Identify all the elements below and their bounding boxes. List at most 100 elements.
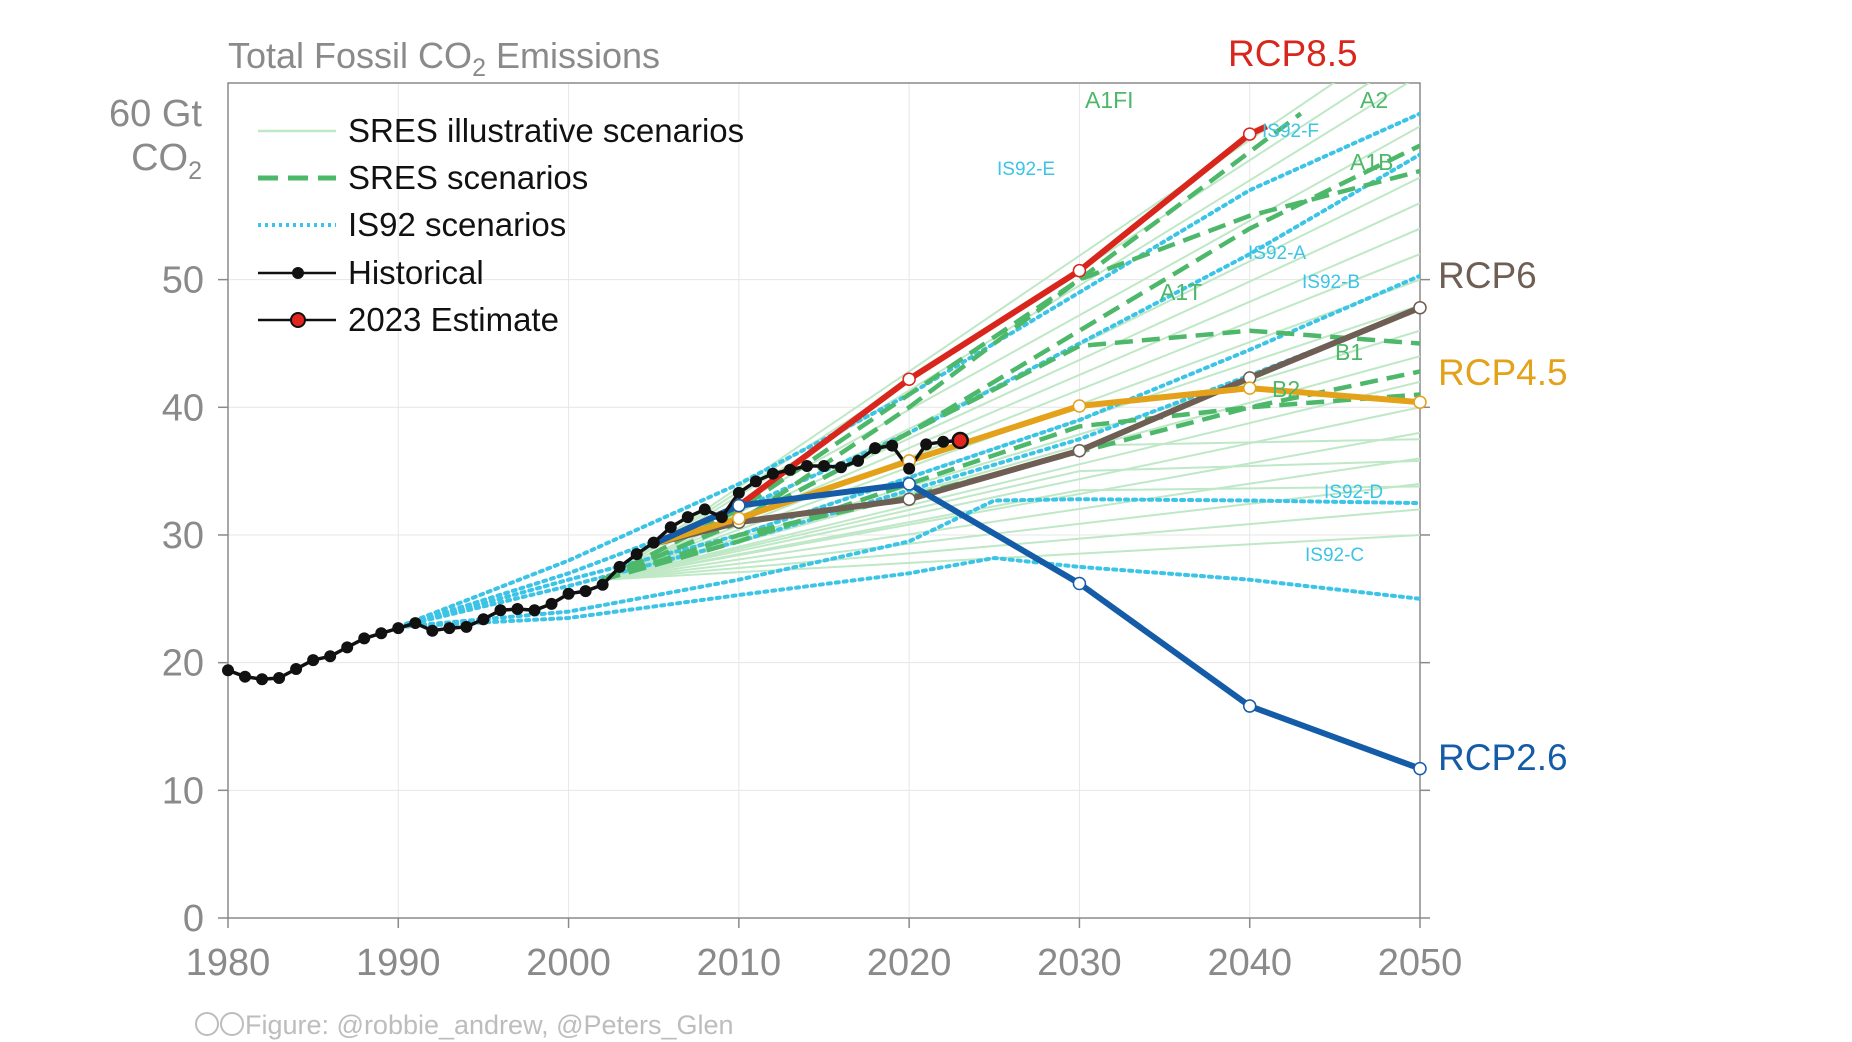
x-tick-label: 2040 [1207,942,1292,984]
x-tick-label: 2050 [1378,942,1463,984]
historical-point [392,622,405,635]
historical-point [409,617,422,630]
scenario-label-is92-e: IS92-E [997,159,1055,180]
historical-point [698,503,711,516]
historical-point [511,603,524,616]
rcp-line-rcp4-5 [652,385,1420,547]
rcp-point-rcp2-6 [1413,761,1427,776]
historical-point [869,442,882,455]
sres-illustrative-line-16 [602,457,1420,581]
x-tick-label: 2020 [867,942,952,984]
rcp-point-rcp4-5 [1413,395,1427,409]
historical-point [783,463,796,476]
x-tick-label: 1990 [356,942,441,984]
historical-point [239,670,252,683]
historical-point [579,585,592,598]
legend-item-sres-illustrative: SRES illustrative scenarios [258,112,744,149]
legend-item-sres: SRES scenarios [258,159,588,196]
rcp45-label: RCP4.5 [1438,352,1568,393]
is92-line-is92-d [396,497,1420,629]
y-tick-label: 0 [183,898,204,940]
legend-item-historical: Historical [258,254,484,291]
rcp-point-rcp4-5 [732,511,746,526]
estimate-point-2023 [951,431,969,450]
sres-illustrative-line-21 [602,459,1420,581]
historical-point [800,460,813,473]
y-tick-label: 50 [162,260,204,302]
sres-illustrative-line-11 [602,329,1420,581]
rcp-point-rcp6 [902,492,916,506]
scenario-label-is92-f: IS92-F [1262,121,1319,142]
historical-markers [222,431,969,686]
historical-point [920,438,933,451]
historical-point [528,604,541,617]
x-tick-label: 2010 [697,942,782,984]
scenario-label-is92-d: IS92-D [1324,482,1383,503]
historical-line [228,438,961,681]
historical-point [613,560,626,573]
scenario-label-a1b: A1B [1350,149,1393,175]
x-tick-label: 1980 [186,942,271,984]
sres-illustrative-line-13 [602,380,1420,581]
historical-point [937,435,950,448]
y-axis-unit-top: 60 Gt [109,93,202,135]
legend-label: SRES scenarios [348,159,588,196]
historical-point [715,511,728,524]
rcp85-label: RCP8.5 [1228,33,1358,74]
legend-label: SRES illustrative scenarios [348,112,744,149]
historical-point [426,624,439,637]
legend-label: 2023 Estimate [348,301,559,338]
historical-point [443,622,456,635]
chart-title: Total Fossil CO2 Emissions [228,35,660,82]
credit-text: Figure: @robbie_andrew, @Peters_Glen [245,1010,734,1040]
legend-item-estimate: 2023 Estimate [258,301,559,338]
historical-point [477,613,490,626]
historical-point [681,511,694,524]
rcp-point-rcp6 [1072,443,1087,458]
historical-point [886,439,899,452]
historical-point [290,663,303,676]
historical-point [766,467,779,480]
is92-line-is92-c [396,555,1420,629]
historical-point [647,536,660,549]
historical-point [460,620,473,633]
historical-point [222,664,234,677]
historical-point [256,673,269,686]
scenario-label-is92-c: IS92-C [1305,545,1364,566]
sres-illustrative-series [602,83,1420,581]
historical-point [494,604,507,617]
sres-illustrative-line-22 [602,485,1420,581]
rcp-point-rcp4-5 [1072,399,1087,413]
rcp-point-rcp8-5 [1072,263,1087,278]
historical-point [630,548,643,561]
scenario-label-a1fi: A1FI [1085,87,1134,113]
sres-line-a1b [601,168,1420,582]
historical-point [596,578,609,591]
historical-point [835,461,848,474]
historical-point [358,632,371,645]
legend-marker-historical [292,267,304,279]
y-axis-unit: CO2 [131,137,202,185]
x-tick-label: 2000 [526,942,611,984]
y-tick-label: 10 [162,770,204,812]
rcp-point-rcp2-6 [1242,699,1257,713]
rcp-point-rcp6 [1413,300,1427,315]
legend-label: Historical [348,254,484,291]
y-tick-label: 30 [162,515,204,557]
rcp-point-rcp2-6 [732,498,746,513]
scenario-label-is92-b: IS92-B [1302,272,1360,293]
historical-point [307,654,320,667]
rcp-point-rcp2-6 [1072,576,1087,591]
historical-point [664,521,677,534]
rcp-point-rcp8-5 [1242,127,1257,141]
plot-frame [227,82,1421,919]
legend-label: IS92 scenarios [348,206,566,243]
sres-line-b1 [601,392,1420,582]
historical-series [228,438,961,681]
historical-point [749,475,762,488]
rcp-point-rcp4-5 [1242,381,1257,395]
sres-illustrative-line-14 [602,406,1420,581]
cc-license-icon [195,1012,244,1036]
